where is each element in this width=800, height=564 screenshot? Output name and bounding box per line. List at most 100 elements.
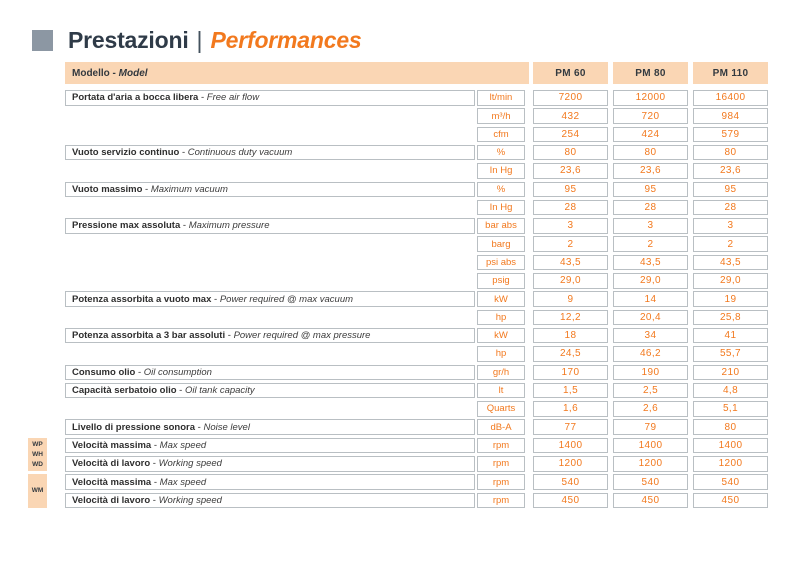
spec-label-english: Maximum pressure: [188, 220, 270, 232]
spec-label: Vuoto servizio continuo - Continuous dut…: [65, 144, 475, 161]
unit-cell: dB-A: [477, 419, 525, 435]
value-cell: 46,2: [613, 346, 688, 362]
value-cell: 80: [533, 144, 608, 161]
spec-label-separator: -: [151, 476, 160, 488]
value-cell: 55,7: [693, 346, 768, 362]
value-cell: 1400: [613, 437, 688, 454]
value-cell: 23,6: [693, 163, 768, 179]
spec-label-separator: -: [179, 147, 188, 159]
unit-cell: In Hg: [477, 199, 525, 216]
spec-label-separator: -: [225, 330, 234, 342]
page-title-english: Performances: [210, 27, 362, 53]
value-cell: 14: [613, 291, 688, 307]
value-cell: 450: [613, 492, 688, 509]
unit-cell: kW: [477, 291, 525, 307]
value-cell: 540: [613, 474, 688, 490]
spec-label-italian: Livello di pressione sonora: [72, 421, 196, 433]
unit-cell: %: [477, 144, 525, 161]
unit-cell: m³/h: [477, 108, 525, 124]
value-cell: 5,1: [693, 401, 768, 417]
value-cell: 24,5: [533, 346, 608, 362]
value-cell: 9: [533, 291, 608, 307]
unit-cell: %: [477, 181, 525, 197]
spec-label-separator: -: [176, 385, 185, 397]
value-cell: 4,8: [693, 382, 768, 399]
unit-cell: lt/min: [477, 90, 525, 106]
value-cell: 19: [693, 291, 768, 307]
value-cell: 80: [693, 144, 768, 161]
spec-label-italian: Potenza assorbita a 3 bar assoluti: [72, 330, 226, 342]
unit-cell: psig: [477, 273, 525, 289]
value-cell: 579: [693, 126, 768, 143]
value-cell: 254: [533, 126, 608, 143]
spec-label: Velocità di lavoro - Working speed: [65, 492, 475, 509]
value-cell: 1400: [693, 437, 768, 454]
value-cell: 95: [533, 181, 608, 197]
spec-label: Capacità serbatoio olio - Oil tank capac…: [65, 382, 475, 399]
spec-label-english: Working speed: [158, 458, 222, 470]
model-label-en: Model: [118, 67, 148, 79]
group-badge-line: WM: [31, 487, 44, 495]
value-cell: 1200: [613, 456, 688, 472]
unit-cell: In Hg: [477, 163, 525, 179]
value-cell: 984: [693, 108, 768, 124]
value-cell: 28: [533, 199, 608, 216]
spec-label-separator: -: [195, 421, 204, 433]
spec-label: Potenza assorbita a vuoto max - Power re…: [65, 291, 475, 307]
spec-label-english: Power required @ max vacuum: [219, 293, 354, 305]
spec-label: Consumo olio - Oil consumption: [65, 364, 475, 380]
group-badge-line: WP: [32, 440, 43, 448]
value-cell: 77: [533, 419, 608, 435]
value-cell: 28: [613, 199, 688, 216]
spec-label-english: Working speed: [158, 494, 222, 506]
unit-cell: bar abs: [477, 218, 525, 234]
spec-label-italian: Velocità massima: [72, 476, 152, 488]
spec-label: Velocità massima - Max speed: [65, 474, 475, 490]
value-cell: 43,5: [613, 254, 688, 271]
value-cell: 12000: [613, 90, 688, 106]
value-cell: 450: [533, 492, 608, 509]
value-cell: 3: [693, 218, 768, 234]
title-bullet-square-icon: [32, 30, 53, 51]
value-cell: 23,6: [533, 163, 608, 179]
spec-label-separator: -: [211, 293, 220, 305]
value-cell: 3: [613, 218, 688, 234]
value-cell: 16400: [693, 90, 768, 106]
spec-label-english: Power required @ max pressure: [233, 330, 371, 342]
spec-label-separator: -: [142, 183, 151, 195]
spec-label-separator: -: [135, 366, 144, 378]
unit-cell: rpm: [477, 492, 525, 509]
value-cell: 29,0: [693, 273, 768, 289]
spec-label-italian: Capacità serbatoio olio: [72, 385, 177, 397]
table-header-model: Modello - Model: [65, 62, 529, 84]
spec-label: Potenza assorbita a 3 bar assoluti - Pow…: [65, 327, 475, 344]
spec-label: Portata d'aria a bocca libera - Free air…: [65, 90, 475, 106]
spec-label-english: Oil consumption: [143, 366, 212, 378]
value-cell: 2: [613, 236, 688, 252]
value-cell: 2: [693, 236, 768, 252]
spec-label-separator: -: [151, 439, 160, 451]
unit-cell: lt: [477, 382, 525, 399]
spec-label-english: Max speed: [159, 439, 207, 451]
value-cell: 95: [613, 181, 688, 197]
spec-label: Vuoto massimo - Maximum vacuum: [65, 181, 475, 197]
model-label-it: Modello: [72, 67, 110, 79]
unit-cell: rpm: [477, 437, 525, 454]
value-cell: 190: [613, 364, 688, 380]
value-cell: 29,0: [533, 273, 608, 289]
unit-cell: rpm: [477, 474, 525, 490]
value-cell: 79: [613, 419, 688, 435]
unit-cell: psi abs: [477, 254, 525, 271]
value-cell: 2: [533, 236, 608, 252]
unit-cell: kW: [477, 327, 525, 344]
value-cell: 95: [693, 181, 768, 197]
title-separator: |: [196, 27, 203, 53]
value-cell: 1,5: [533, 382, 608, 399]
value-cell: 41: [693, 327, 768, 344]
spec-label: Pressione max assoluta - Maximum pressur…: [65, 218, 475, 234]
value-cell: 170: [533, 364, 608, 380]
value-cell: 1200: [693, 456, 768, 472]
spec-label-italian: Portata d'aria a bocca libera: [72, 92, 199, 104]
value-cell: 43,5: [693, 254, 768, 271]
value-cell: 1400: [533, 437, 608, 454]
